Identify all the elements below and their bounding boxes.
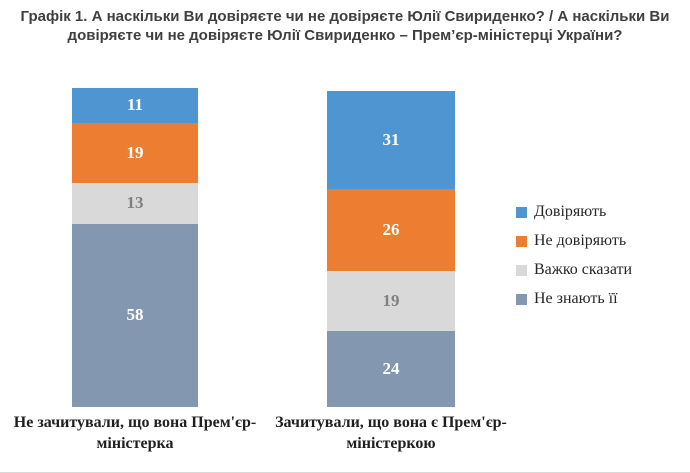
bar-segment: 19 xyxy=(72,122,198,183)
legend-label: Довіряють xyxy=(534,203,607,220)
legend-label: Не довіряють xyxy=(534,232,627,249)
bar-segment: 26 xyxy=(327,189,455,272)
legend-item-hard-to-say: Важко сказати xyxy=(516,261,632,279)
legend-marker-trust-icon xyxy=(516,206,527,218)
legend: Довіряють Не довіряють Важко сказати Не … xyxy=(516,203,632,308)
legend-marker-distrust-icon xyxy=(516,235,527,247)
data-label: 13 xyxy=(126,193,144,213)
bar-segment: 11 xyxy=(72,87,198,123)
legend-label: Не знають її xyxy=(534,290,618,307)
data-label: 24 xyxy=(382,359,400,379)
data-label: 31 xyxy=(382,130,400,150)
category-label-not-told: Не зачитували, що вона Прем'єр-міністерк… xyxy=(13,414,257,452)
bar-segment: 24 xyxy=(327,331,455,407)
data-label: 26 xyxy=(382,220,400,240)
data-label: 11 xyxy=(126,95,144,115)
bar-segment: 58 xyxy=(72,223,198,407)
legend-item-trust: Довіряють xyxy=(516,203,632,221)
bar-segment: 13 xyxy=(72,182,198,224)
data-label: 58 xyxy=(126,305,144,325)
data-label: 19 xyxy=(382,291,400,311)
category-label-told: Зачитували, що вона є Прем'єр-міністерко… xyxy=(275,414,507,452)
bar-segment: 31 xyxy=(327,91,455,190)
chart-title: Графік 1. А наскільки Ви довіряєте чи не… xyxy=(20,8,670,44)
bar-segment: 19 xyxy=(327,271,455,332)
stacked-bar-not-told: 11 19 13 58 xyxy=(72,87,198,407)
stacked-bar-told: 31 26 19 24 xyxy=(327,91,455,407)
legend-marker-hard-to-say-icon xyxy=(516,264,527,276)
legend-item-dont-know-her: Не знають її xyxy=(516,290,632,308)
legend-item-distrust: Не довіряють xyxy=(516,232,632,250)
legend-marker-dont-know-her-icon xyxy=(516,293,527,305)
data-label: 19 xyxy=(126,142,144,162)
legend-label: Важко сказати xyxy=(534,261,633,278)
